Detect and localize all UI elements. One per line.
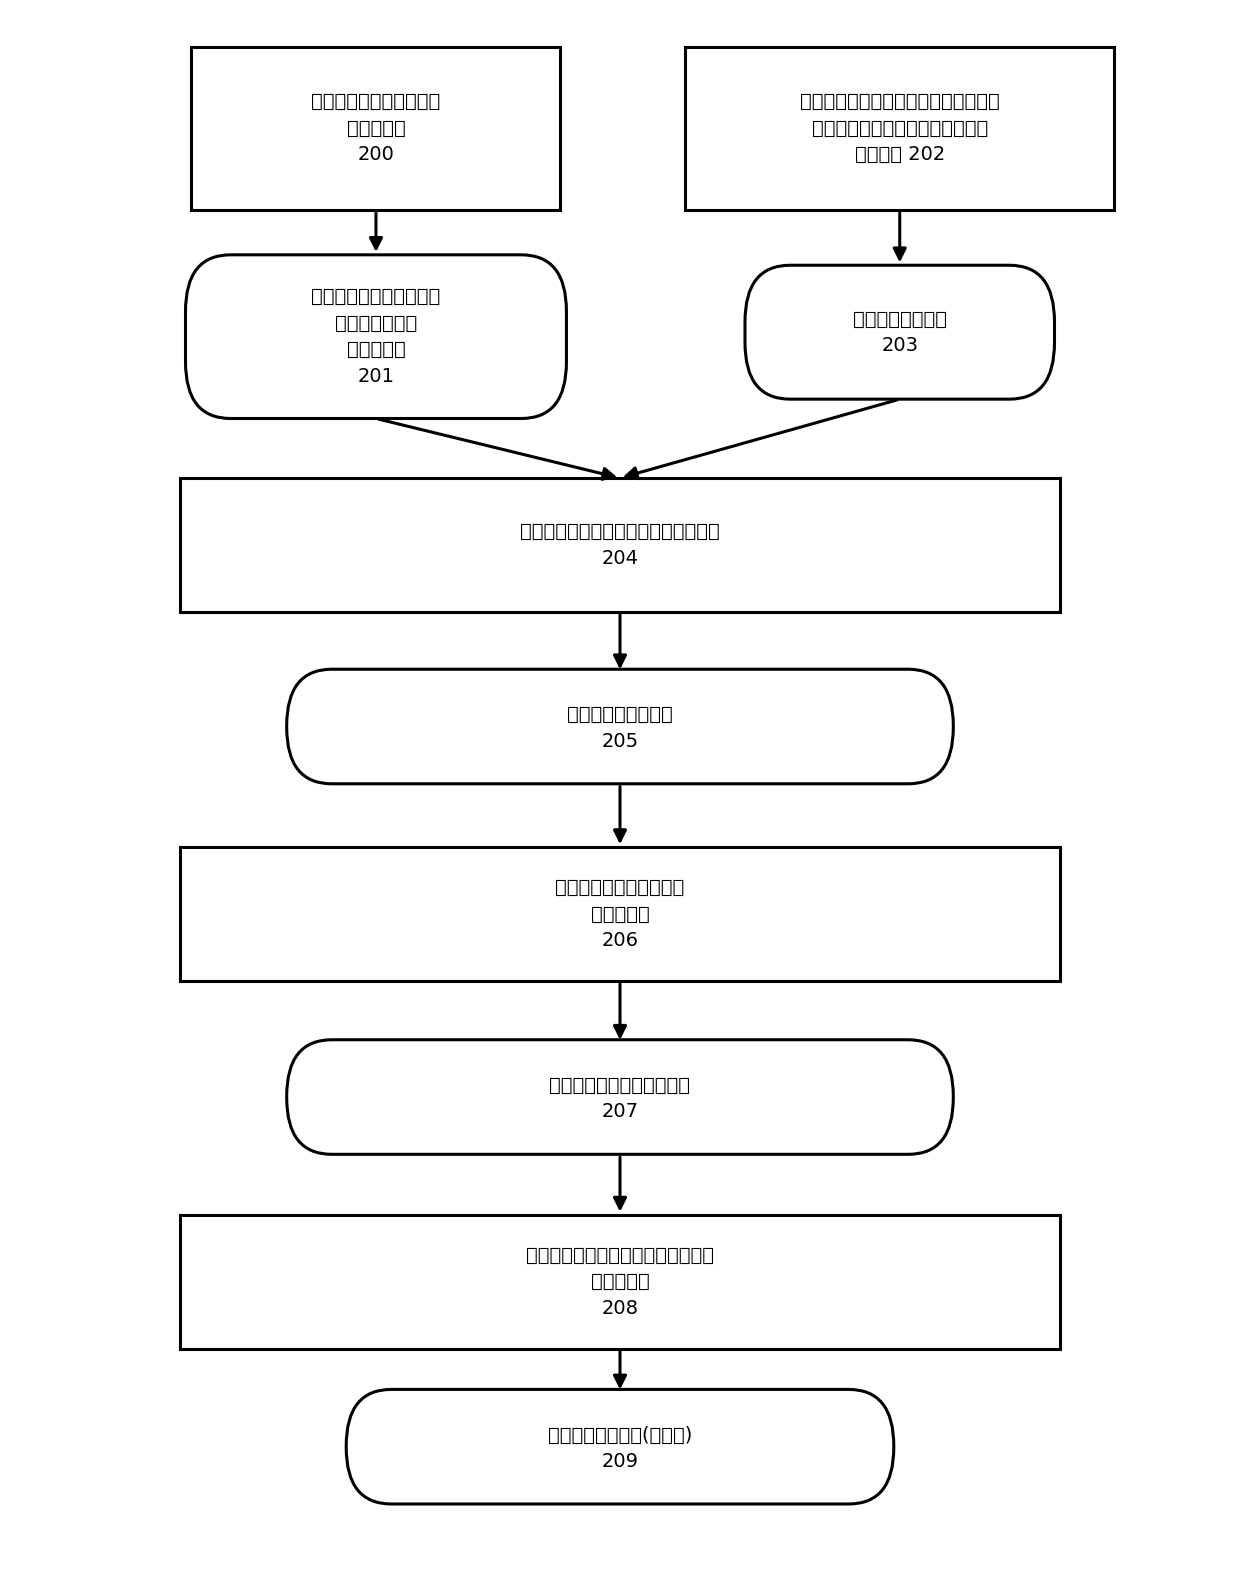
Text: 将融合组装图和单体型特异组装图合并
204: 将融合组装图和单体型特异组装图合并 204	[520, 522, 720, 568]
FancyBboxPatch shape	[191, 46, 560, 210]
Text: 合并的组装单体型图
205: 合并的组装单体型图 205	[567, 705, 673, 751]
Text: 从最终单体型已分辨的图重建单体型
特异重叠群
208: 从最终单体型已分辨的图重建单体型 特异重叠群 208	[526, 1246, 714, 1317]
Text: 单体型特异组装图
203: 单体型特异组装图 203	[853, 310, 947, 356]
FancyBboxPatch shape	[686, 46, 1114, 210]
FancyBboxPatch shape	[186, 255, 567, 419]
FancyBboxPatch shape	[346, 1390, 894, 1504]
Text: 从两个单体型的读数产生
融合组装图
200: 从两个单体型的读数产生 融合组装图 200	[311, 92, 440, 164]
FancyBboxPatch shape	[180, 1214, 1060, 1349]
Text: 最终单体型已分辨的组装图
207: 最终单体型已分辨的组装图 207	[549, 1075, 691, 1121]
Text: 具有所鉴别的主要重叠群
和相关重叠群的
融合组装图
201: 具有所鉴别的主要重叠群 和相关重叠群的 融合组装图 201	[311, 288, 440, 386]
Text: 从合并的组装图去除交叉
定相的连线
206: 从合并的组装图去除交叉 定相的连线 206	[556, 877, 684, 950]
Text: 使用读数定相和已定相的读数的感知到
有单体型的重叠来产生单体型特异
字符串图 202: 使用读数定相和已定相的读数的感知到 有单体型的重叠来产生单体型特异 字符串图 2…	[800, 92, 999, 164]
FancyBboxPatch shape	[180, 477, 1060, 612]
FancyBboxPatch shape	[180, 847, 1060, 980]
Text: 单体型特异重叠群(单体群)
209: 单体型特异重叠群(单体群) 209	[548, 1426, 692, 1470]
FancyBboxPatch shape	[286, 669, 954, 784]
FancyBboxPatch shape	[286, 1040, 954, 1154]
FancyBboxPatch shape	[745, 266, 1054, 398]
